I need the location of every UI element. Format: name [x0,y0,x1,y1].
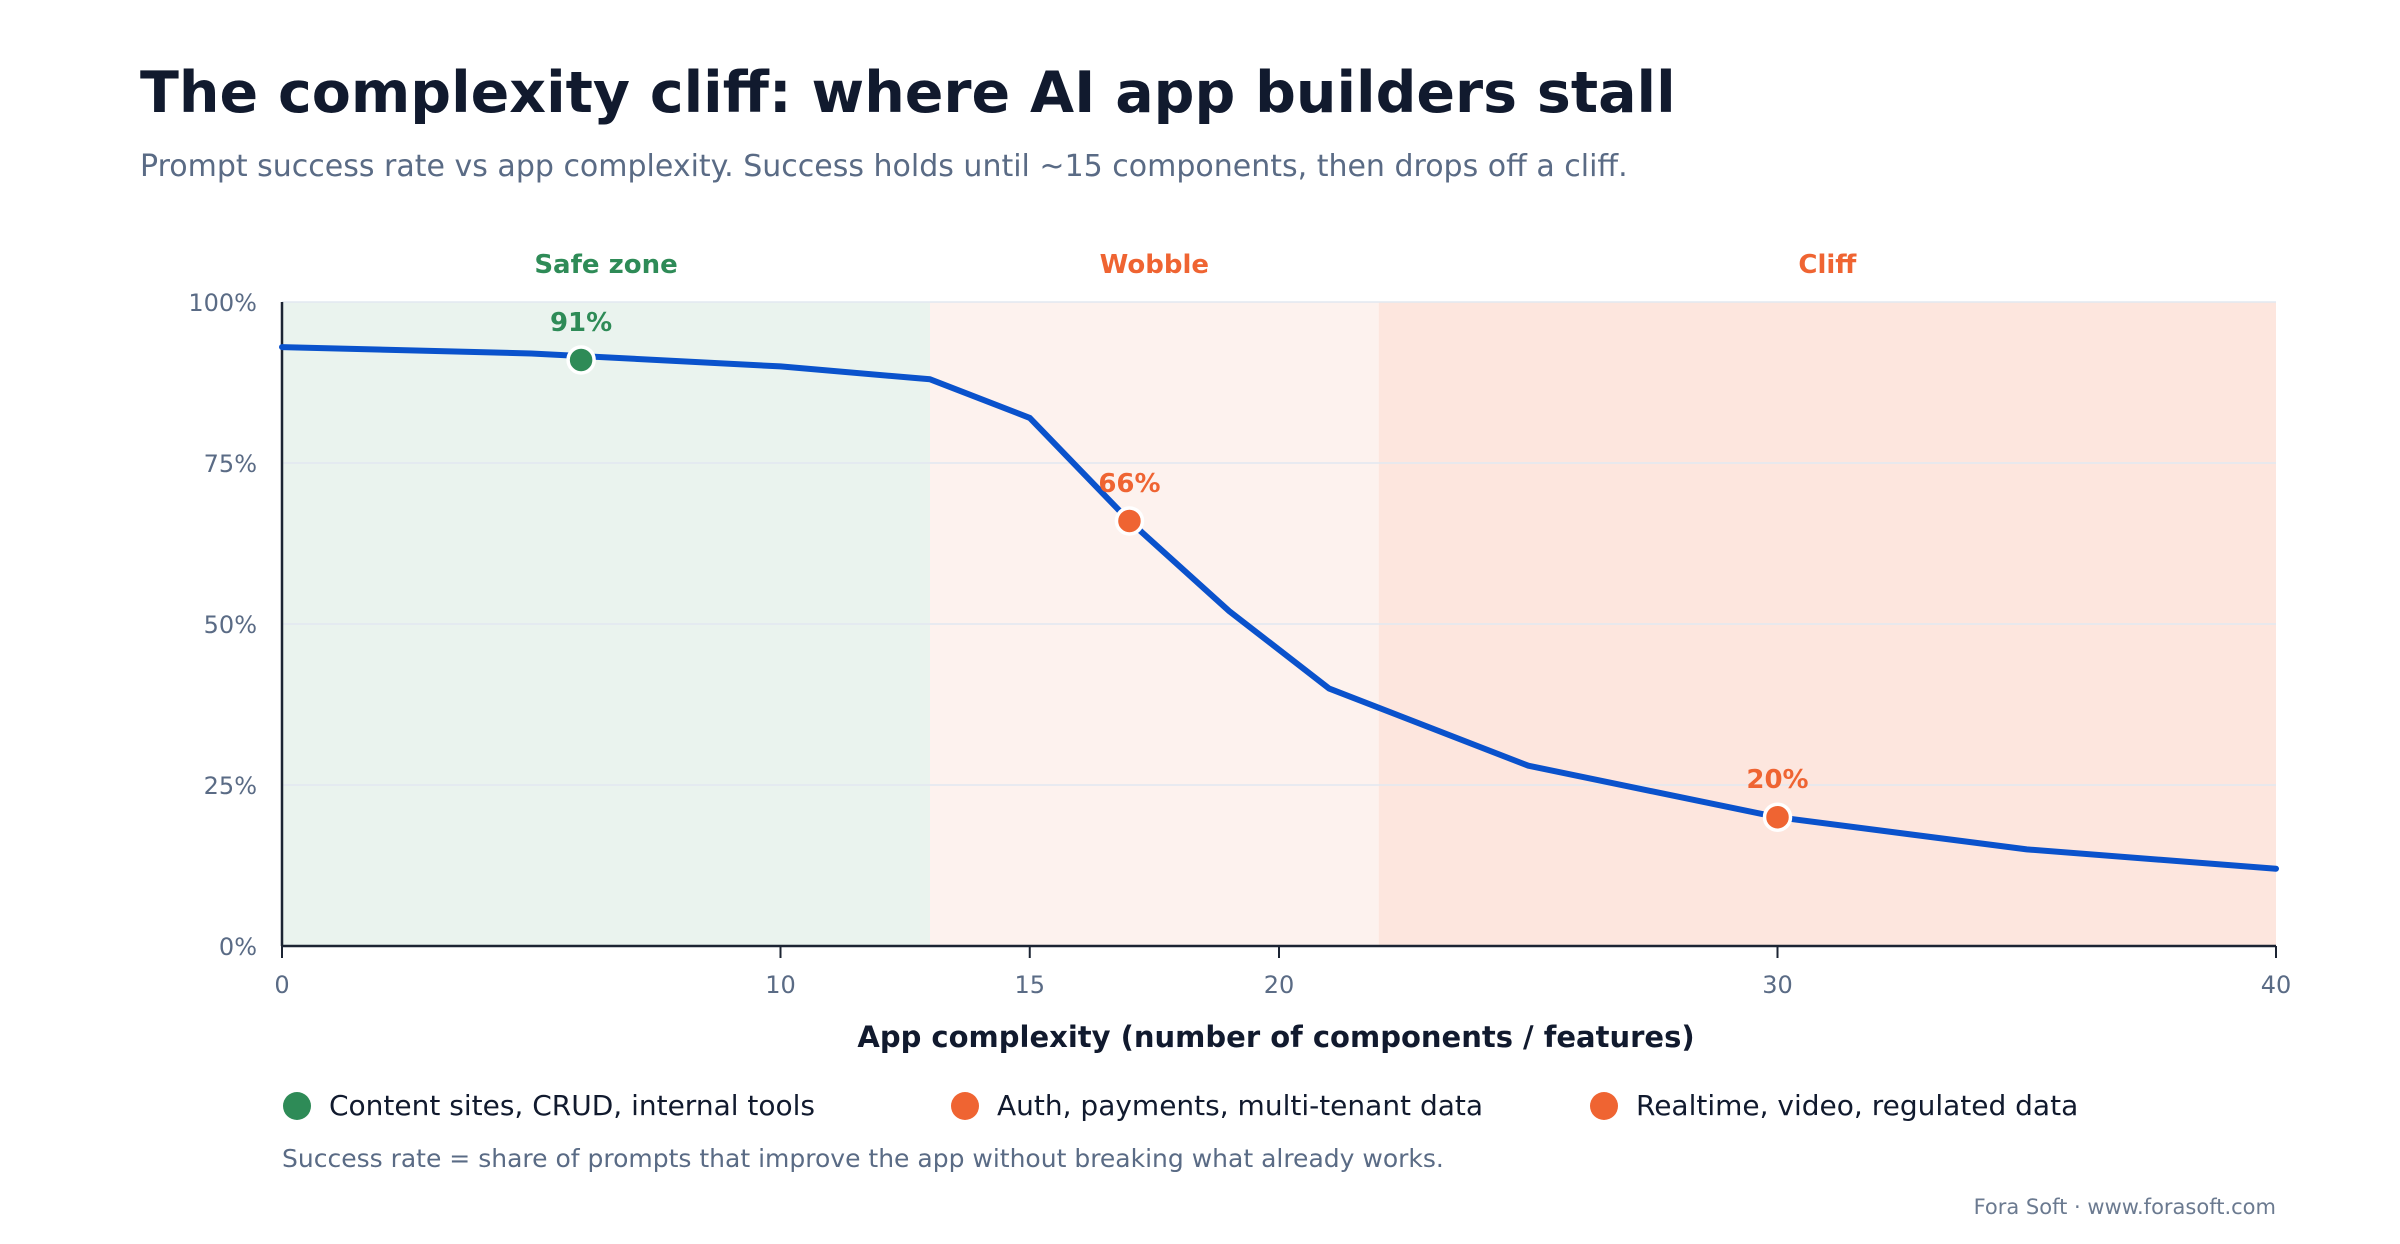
series-layer [279,344,2279,872]
y-tick-label-3: 75% [204,450,257,478]
chart-title: The complexity cliff: where AI app build… [140,60,1676,126]
legend-marker-0 [283,1092,311,1120]
points-layer: 91% 66% 20% [550,308,1809,832]
highlight-point-0 [566,345,596,375]
zone-label-0: Safe zone [534,250,677,280]
chart-subtitle: Prompt success rate vs app complexity. S… [140,149,1628,184]
highlight-point-1 [1114,506,1145,536]
x-tick-label-1: 10 [765,971,796,999]
highlight-label-0: 91% [550,308,612,338]
x-tick-label-3: 20 [1264,971,1295,999]
y-tick-label-2: 50% [204,611,257,639]
y-tick-label-1: 25% [204,772,257,800]
x-tick-label-0: 0 [274,971,289,999]
legend-label-0: Content sites, CRUD, internal tools [329,1089,815,1122]
x-tick-label-5: 40 [2261,971,2292,999]
y-tick-label-4: 100% [188,289,257,317]
zone-label-1: Wobble [1100,250,1209,280]
legend-label-1: Auth, payments, multi-tenant data [997,1089,1483,1122]
credit: Fora Soft · www.forasoft.com [1974,1195,2276,1219]
highlight-point-2 [1762,802,1793,832]
x-tick-label-4: 30 [1762,971,1793,999]
highlight-label-2: 20% [1746,765,1808,795]
legend-label-2: Realtime, video, regulated data [1636,1089,2078,1122]
footnote: Success rate = share of prompts that imp… [282,1144,1444,1173]
series-line-0 [279,344,2279,872]
axes-layer: 0% 25% 50% 75% 100% 0 10 15 20 30 40 [188,289,2291,999]
y-tick-label-0: 0% [219,933,257,961]
x-axis-label: App complexity (number of components / f… [857,1020,1694,1054]
legend-marker-1 [951,1092,979,1120]
zone-label-2: Cliff [1798,250,1857,280]
legend-marker-2 [1590,1092,1618,1120]
highlight-label-1: 66% [1098,469,1160,499]
grid-layer [282,301,2276,786]
legend: Content sites, CRUD, internal tools Auth,… [283,1089,2078,1122]
x-tick-label-2: 15 [1014,971,1045,999]
